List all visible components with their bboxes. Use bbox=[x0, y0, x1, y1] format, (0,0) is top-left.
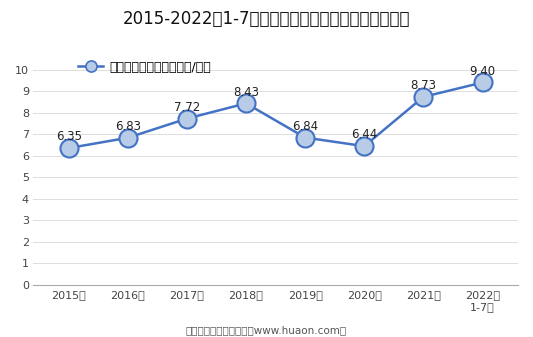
Text: 7.72: 7.72 bbox=[174, 101, 200, 114]
Text: 6.35: 6.35 bbox=[55, 130, 82, 143]
Text: 8.73: 8.73 bbox=[410, 79, 437, 92]
Text: 6.84: 6.84 bbox=[292, 120, 318, 133]
Text: 6.83: 6.83 bbox=[115, 120, 141, 133]
Text: 8.43: 8.43 bbox=[233, 86, 259, 99]
Legend: 棉花期货成交均价（万元/手）: 棉花期货成交均价（万元/手） bbox=[78, 61, 211, 73]
Text: 6.44: 6.44 bbox=[351, 128, 377, 142]
Text: 制图：华经产业研究院（www.huaon.com）: 制图：华经产业研究院（www.huaon.com） bbox=[186, 325, 347, 335]
Text: 2015-2022年1-7月郑州商品交易所棉花期货成交均价: 2015-2022年1-7月郑州商品交易所棉花期货成交均价 bbox=[123, 10, 410, 28]
Text: 9.40: 9.40 bbox=[470, 65, 496, 78]
